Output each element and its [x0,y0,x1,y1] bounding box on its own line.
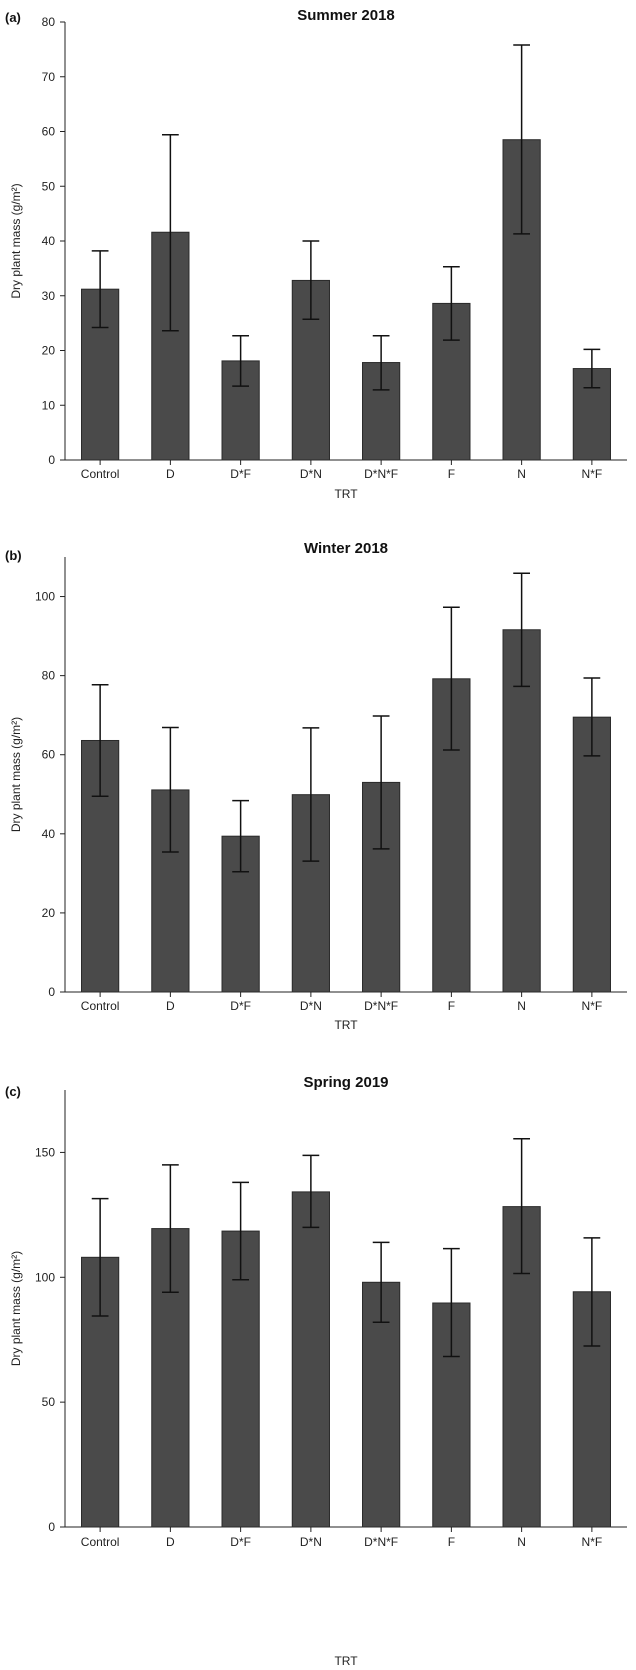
panel-label: (c) [5,1084,21,1099]
x-tick-label: N [517,999,526,1013]
y-tick-label: 20 [42,344,56,358]
x-tick-label: D*N [300,999,322,1013]
bar [572,368,611,461]
chart-title: Winter 2018 [304,540,388,557]
y-tick-label: 0 [48,453,55,467]
y-tick-label: 40 [42,234,56,248]
x-tick-label: D*F [230,999,251,1013]
x-tick-label: D [166,467,175,481]
y-tick-label: 0 [48,985,55,999]
y-tick-label: 80 [42,669,56,683]
x-tick-label: N [517,1535,526,1549]
x-tick-label: F [448,467,455,481]
x-axis-label: TRT [334,1018,358,1032]
y-tick-label: 20 [42,906,56,920]
x-tick-label: Control [81,999,120,1013]
x-tick-label: D*N [300,467,322,481]
y-tick-label: 70 [42,70,56,84]
x-tick-label: F [448,1535,455,1549]
y-tick-label: 40 [42,827,56,841]
panel-label: (b) [5,548,22,563]
y-tick-label: 30 [42,289,56,303]
y-tick-label: 50 [42,1395,56,1409]
x-tick-label: F [448,999,455,1013]
y-tick-label: 60 [42,125,56,139]
bar [572,716,611,993]
y-tick-label: 80 [42,15,56,29]
x-tick-label: N*F [582,1535,603,1549]
x-tick-label: N*F [582,999,603,1013]
x-tick-label: N [517,467,526,481]
y-tick-label: 50 [42,179,56,193]
y-tick-label: 100 [35,1270,55,1284]
x-tick-label: D*F [230,467,251,481]
y-tick-label: 100 [35,590,55,604]
chart-title: Spring 2019 [303,1074,388,1091]
y-axis-label: Dry plant mass (g/m²) [9,1251,23,1366]
x-tick-label: D*N*F [364,1535,398,1549]
x-tick-label: D [166,1535,175,1549]
chart-title: Summer 2018 [297,7,395,24]
y-tick-label: 0 [48,1520,55,1534]
bar [362,1281,401,1528]
y-axis-label: Dry plant mass (g/m²) [9,717,23,832]
x-tick-label: Control [81,1535,120,1549]
y-tick-label: 150 [35,1145,55,1159]
x-tick-label: D*N*F [364,999,398,1013]
x-tick-label: D*N*F [364,467,398,481]
x-axis-label: TRT [334,1654,358,1668]
x-tick-label: D [166,999,175,1013]
x-axis-label: TRT [334,487,358,501]
panel-label: (a) [5,10,21,25]
y-axis-label: Dry plant mass (g/m²) [9,183,23,298]
x-tick-label: D*N [300,1535,322,1549]
bar [291,1191,330,1528]
x-tick-label: N*F [582,467,603,481]
x-tick-label: D*F [230,1535,251,1549]
y-tick-label: 10 [42,398,56,412]
bar [502,139,541,461]
x-tick-label: Control [81,467,120,481]
bar [221,1230,260,1528]
bar [502,629,541,993]
y-tick-label: 60 [42,748,56,762]
